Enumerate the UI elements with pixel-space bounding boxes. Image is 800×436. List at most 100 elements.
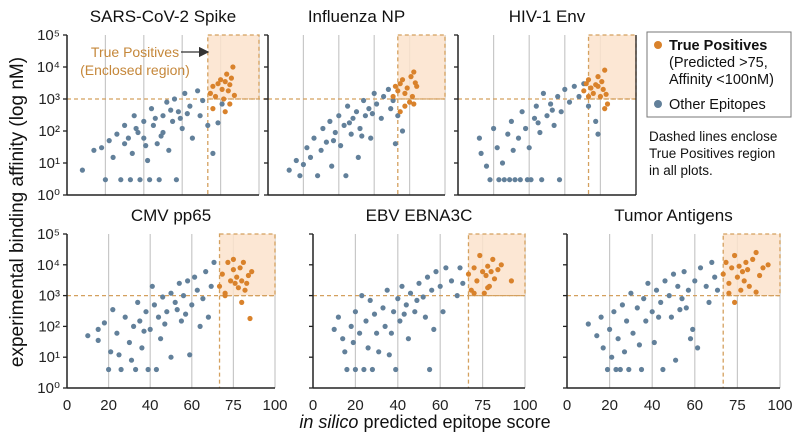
y-tick-label: 10⁵	[37, 27, 60, 44]
point-other-epitope	[143, 309, 149, 315]
point-other-epitope	[384, 287, 390, 293]
point-true-positive	[239, 299, 245, 305]
point-other-epitope	[487, 177, 493, 183]
point-true-positive	[222, 79, 228, 85]
point-true-positive	[734, 274, 741, 280]
point-other-epitope	[129, 150, 135, 156]
point-other-epitope	[187, 103, 193, 109]
point-true-positive	[411, 69, 417, 75]
point-other-epitope	[352, 309, 358, 315]
point-true-positive	[597, 93, 604, 100]
point-true-positive	[488, 269, 494, 275]
point-other-epitope	[336, 113, 342, 119]
point-true-positive	[240, 259, 246, 265]
point-other-epitope	[677, 307, 683, 313]
point-other-epitope	[363, 318, 369, 324]
point-other-epitope	[179, 125, 185, 132]
point-other-epitope	[397, 318, 403, 324]
point-other-epitope	[611, 309, 617, 315]
x-tick-label: 0	[563, 397, 571, 414]
point-other-epitope	[670, 271, 677, 277]
point-other-epitope	[357, 125, 363, 132]
point-true-positive	[491, 276, 498, 282]
point-true-positive	[392, 83, 398, 89]
point-other-epitope	[382, 323, 388, 329]
panel-1: SARS-CoV-2 Spike 10⁰ 10¹ 10² 10³ 10⁴ 10⁵	[37, 7, 268, 204]
point-true-positive	[474, 278, 480, 284]
point-true-positive	[414, 83, 420, 89]
true-positive-region	[587, 34, 637, 100]
point-other-epitope	[149, 283, 155, 289]
point-other-epitope	[709, 259, 715, 265]
panels: SARS-CoV-2 Spike 10⁰ 10¹ 10² 10³ 10⁴ 10⁵ Influe…	[37, 7, 793, 414]
point-true-positive	[585, 77, 592, 83]
point-other-epitope	[540, 90, 547, 96]
point-true-positive	[757, 272, 763, 279]
point-other-epitope	[376, 349, 382, 355]
point-other-epitope	[148, 106, 155, 112]
legend-other-marker	[654, 100, 662, 108]
point-other-epitope	[79, 167, 85, 173]
x-tick-label: 100	[767, 397, 792, 414]
point-other-epitope	[448, 278, 455, 284]
legend-true-positives: True Positives	[669, 38, 767, 54]
point-other-epitope	[681, 269, 687, 275]
point-other-epitope	[407, 290, 414, 296]
point-other-epitope	[359, 133, 365, 139]
panel-3: HIV-1 Env	[454, 7, 637, 196]
point-other-epitope	[566, 99, 573, 105]
point-true-positive	[495, 267, 501, 273]
x-tick-label: 0	[63, 397, 71, 414]
legend-other-epitopes: Other Epitopes	[669, 97, 766, 113]
point-true-positive	[583, 81, 589, 87]
point-other-epitope	[205, 122, 211, 128]
point-other-epitope	[585, 103, 592, 109]
point-other-epitope	[145, 157, 151, 164]
point-other-epitope	[510, 147, 516, 153]
point-other-epitope	[619, 302, 626, 308]
point-true-positive	[741, 278, 747, 284]
point-true-positive	[508, 278, 514, 284]
point-other-epitope	[348, 323, 354, 329]
point-other-epitope	[342, 349, 348, 355]
point-other-epitope	[211, 259, 217, 265]
point-other-epitope	[685, 287, 692, 293]
panel-title: EBV EBNA3C	[366, 206, 473, 225]
point-other-epitope	[496, 177, 502, 183]
panel-title: HIV-1 Env	[509, 7, 586, 26]
point-other-epitope	[114, 330, 120, 336]
point-true-positive	[753, 249, 759, 256]
point-other-epitope	[626, 366, 632, 373]
point-other-epitope	[523, 125, 529, 132]
note-line-3: in all plots.	[649, 163, 713, 178]
point-other-epitope	[624, 318, 630, 324]
point-other-epitope	[476, 135, 482, 141]
y-tick-label: 10⁴	[37, 59, 60, 76]
point-true-positive	[738, 287, 744, 293]
point-other-epitope	[399, 283, 405, 289]
point-true-positive	[490, 256, 496, 262]
point-other-epitope	[381, 93, 387, 100]
point-true-positive	[235, 285, 241, 291]
point-true-positive	[210, 106, 216, 112]
point-other-epitope	[651, 339, 657, 346]
legend-true-positives-line3: Affinity <100nM)	[669, 72, 774, 88]
point-other-epitope	[187, 352, 193, 358]
y-tick-label: 10¹	[38, 349, 60, 366]
point-other-epitope	[122, 122, 128, 128]
point-true-positive	[219, 86, 225, 92]
point-other-epitope	[126, 339, 132, 346]
point-other-epitope	[641, 296, 647, 302]
point-other-epitope	[412, 309, 418, 315]
point-other-epitope	[555, 93, 561, 100]
point-other-epitope	[141, 118, 147, 124]
x-tick-label: 20	[347, 397, 364, 414]
point-true-positive	[231, 92, 237, 98]
point-true-positive	[227, 82, 233, 88]
point-true-positive	[221, 96, 227, 102]
point-other-epitope	[703, 283, 709, 289]
point-true-positive	[480, 269, 486, 275]
point-other-epitope	[491, 125, 497, 132]
point-true-positive	[723, 259, 729, 265]
